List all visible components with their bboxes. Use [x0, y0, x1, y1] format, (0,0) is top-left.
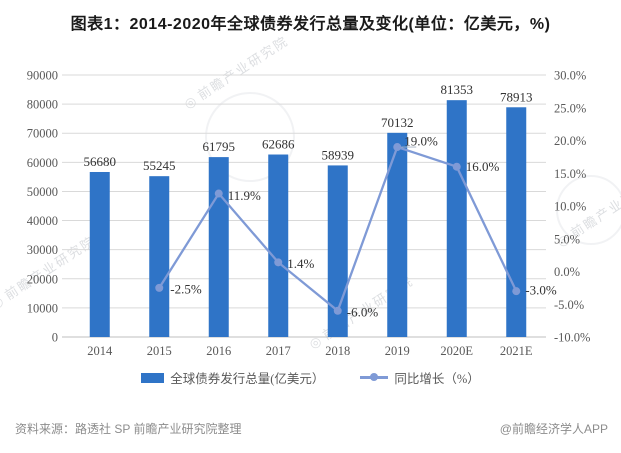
bar-2016 [208, 157, 229, 337]
x-axis-label: 2016 [206, 344, 231, 358]
line-marker [333, 306, 342, 315]
line-value-label: -3.0% [525, 283, 557, 298]
bar-2021E [506, 107, 527, 338]
bar-value-label: 55245 [143, 158, 176, 173]
x-axis-label: 2021E [500, 344, 533, 358]
x-axis-label: 2015 [147, 344, 172, 358]
legend-label-line-series: 同比增长（%） [394, 372, 480, 386]
bar-value-label: 70132 [381, 115, 414, 130]
legend-item-yoy-growth: 同比增长（%） [360, 368, 480, 387]
line-marker [155, 283, 164, 292]
right-axis-tick: 10.0% [554, 200, 586, 214]
line-marker [274, 258, 283, 267]
line-marker [512, 287, 521, 296]
x-axis-label: 2018 [325, 344, 350, 358]
bar-value-label: 81353 [441, 82, 474, 97]
line-value-label: 19.0% [404, 134, 438, 149]
bar-series-swatch [141, 372, 165, 383]
bar-value-label: 62686 [262, 137, 295, 152]
bar-2020E [446, 100, 467, 337]
bar-value-label: 56680 [84, 154, 117, 169]
left-axis-tick: 0 [52, 331, 58, 345]
left-axis-tick: 80000 [27, 98, 58, 112]
footer: 资料来源：路透社 SP 前瞻产业研究院整理 @前瞻经济学人APP [15, 420, 608, 437]
line-value-label: -2.5% [170, 281, 202, 296]
line-marker [393, 143, 402, 152]
bar-value-label: 61795 [203, 139, 236, 154]
left-axis-tick: 70000 [27, 127, 58, 141]
bar-2015 [149, 176, 170, 337]
bar-2014 [89, 171, 110, 337]
left-axis-tick: 30000 [27, 243, 58, 257]
bar-2017 [268, 154, 289, 337]
right-axis-tick: -5.0% [554, 298, 584, 312]
data-source-note: 资料来源：路透社 SP 前瞻产业研究院整理 [15, 422, 242, 436]
left-axis-tick: 20000 [27, 272, 58, 286]
brand-credit: @前瞻经济学人APP [499, 422, 608, 436]
right-axis-tick: 0.0% [554, 265, 580, 279]
left-axis-tick: 60000 [27, 156, 58, 170]
legend-label-bar-series: 全球债券发行总量(亿美元） [170, 372, 325, 386]
right-axis-tick: 15.0% [554, 167, 586, 181]
x-axis-label: 2014 [87, 344, 113, 358]
line-value-label: 16.0% [466, 159, 500, 174]
right-axis-tick: 30.0% [554, 69, 586, 83]
line-value-label: 1.4% [287, 256, 314, 271]
legend: 全球债券发行总量(亿美元） 同比增长（%） [0, 368, 621, 387]
line-value-label: 11.9% [228, 188, 261, 203]
legend-item-total-issuance: 全球债券发行总量(亿美元） [141, 368, 324, 387]
line-marker [214, 189, 223, 198]
x-axis-label: 2020E [440, 344, 473, 358]
right-axis-tick: 20.0% [554, 134, 586, 148]
x-axis-label: 2017 [266, 344, 291, 358]
right-axis-tick: 5.0% [554, 232, 580, 246]
left-axis-tick: 50000 [27, 185, 58, 199]
chart-title: 图表1：2014-2020年全球债券发行总量及变化(单位：亿美元，%) [70, 16, 551, 33]
line-marker [452, 162, 461, 171]
right-axis-tick: -10.0% [554, 331, 590, 345]
bar-2019 [387, 132, 408, 337]
right-axis-tick: 25.0% [554, 101, 586, 115]
x-axis-label: 2019 [385, 344, 410, 358]
bar-value-label: 58939 [322, 147, 355, 162]
bar-value-label: 78913 [500, 89, 533, 104]
left-axis-tick: 10000 [27, 301, 58, 315]
line-value-label: -6.0% [347, 304, 379, 319]
left-axis-tick: 40000 [27, 214, 58, 228]
line-series-swatch [360, 373, 389, 382]
left-axis-tick: 90000 [27, 69, 58, 83]
